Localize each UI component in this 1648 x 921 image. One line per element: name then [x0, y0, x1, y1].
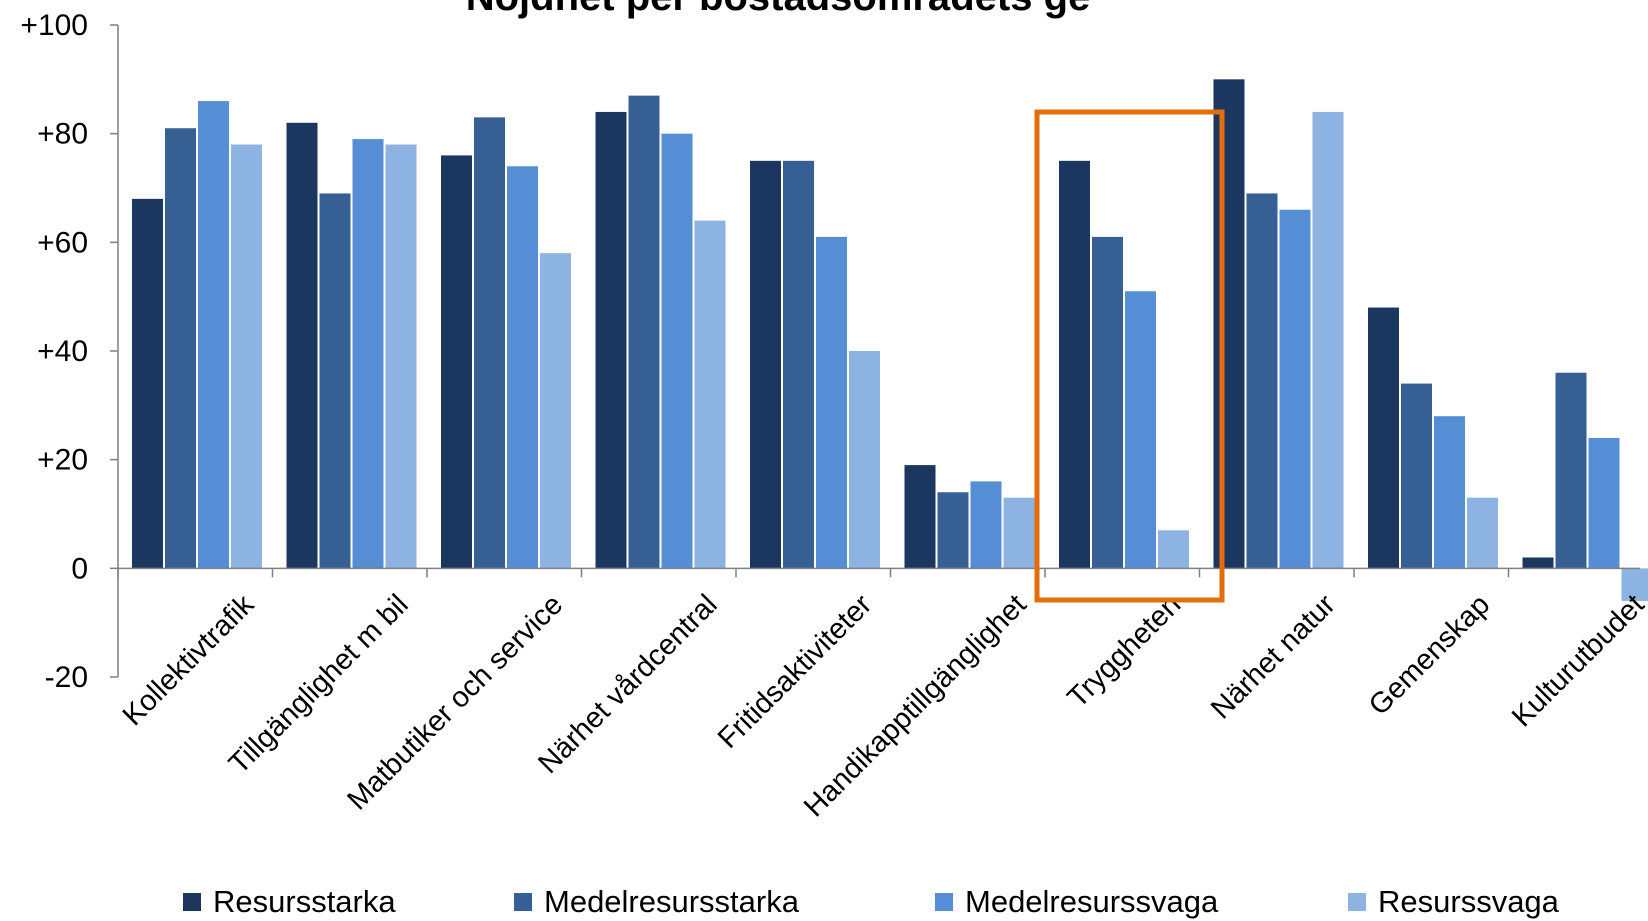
legend-swatch-3 [935, 893, 953, 911]
bar-4-3 [540, 253, 571, 569]
bar-4-9 [1467, 497, 1498, 569]
bar-2-9 [1401, 383, 1432, 569]
category-label-7: Tryggheten [1062, 589, 1188, 715]
bar-2-6 [937, 492, 969, 569]
legend-label-3: Medelresurssvaga [965, 884, 1219, 919]
y-tick-label-2: +20 [37, 444, 88, 477]
legend-swatch-1 [183, 893, 201, 911]
legend-label-4: Resurssvaga [1378, 884, 1560, 919]
bar-3-8 [1279, 209, 1311, 569]
bar-1-5 [750, 160, 781, 569]
y-tick-label-1: 0 [71, 552, 88, 585]
bar-2-4 [628, 95, 660, 569]
bar-4-6 [1003, 497, 1035, 569]
legend-swatch-4 [1348, 893, 1366, 911]
chart-title: Nöjdhet per bostadsområdets ge [466, 0, 1091, 19]
bar-4-2 [385, 144, 417, 569]
bar-1-9 [1368, 307, 1399, 569]
y-tick-label-0: -20 [45, 661, 88, 694]
legend: Resursstarka Medelresursstarka Medelresurs… [183, 884, 1560, 919]
bar-2-7 [1092, 236, 1123, 569]
category-label-9: Gemenskap [1363, 589, 1496, 722]
highlight-box [1034, 109, 1225, 603]
bar-3-2 [352, 139, 384, 569]
bar-4-4 [694, 220, 726, 569]
bar-3-5 [816, 236, 847, 569]
bar-4-7 [1158, 530, 1189, 569]
category-label-1: Kollektivtrafik [117, 588, 261, 732]
bar-1-7 [1059, 160, 1090, 569]
bar-2-1 [165, 128, 196, 569]
y-tick-label-3: +40 [37, 335, 88, 368]
bar-3-1 [198, 101, 229, 569]
legend-swatch-2 [514, 893, 532, 911]
bar-1-1 [132, 198, 163, 569]
y-axis: -20 0 +20 +40 +60 +80 +100 [20, 9, 119, 694]
legend-label-2: Medelresursstarka [544, 884, 800, 919]
bar-2-8 [1246, 193, 1278, 569]
bar-3-7 [1125, 291, 1156, 569]
bar-4-10 [1621, 568, 1648, 601]
bar-1-10 [1522, 557, 1554, 569]
bar-3-6 [970, 481, 1002, 569]
bar-1-8 [1213, 79, 1245, 569]
category-label-5: Fritidsaktiviteter [712, 588, 878, 754]
bar-3-4 [661, 133, 693, 569]
y-tick-label-4: +60 [37, 226, 88, 259]
bar-1-3 [441, 155, 472, 569]
bar-3-3 [507, 166, 538, 569]
category-label-8: Närhet natur [1205, 588, 1342, 725]
bar-4-1 [231, 144, 262, 569]
bars-group [132, 79, 1648, 601]
y-tick-label-5: +80 [37, 118, 88, 151]
bar-2-3 [474, 117, 505, 569]
bar-3-9 [1434, 416, 1465, 569]
bar-1-4 [595, 111, 627, 569]
legend-label-1: Resursstarka [213, 884, 396, 919]
category-label-10: Kulturutbudet [1506, 589, 1648, 734]
bar-2-2 [319, 193, 351, 569]
bar-1-6 [904, 465, 936, 569]
highlight-rect [1034, 109, 1225, 603]
bar-2-5 [783, 160, 814, 569]
bar-4-5 [849, 351, 880, 569]
bar-2-10 [1555, 372, 1587, 569]
bar-1-2 [286, 122, 318, 569]
bar-3-10 [1588, 437, 1620, 569]
y-tick-label-6: +100 [20, 9, 88, 42]
bar-4-8 [1312, 111, 1344, 569]
